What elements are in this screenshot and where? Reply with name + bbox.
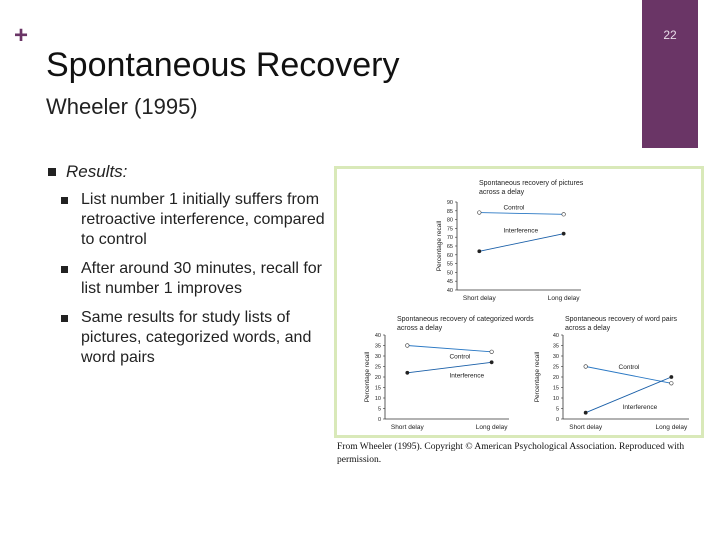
chart-title: Spontaneous recovery of categorized word… [397,316,534,323]
series-label: Control [449,354,471,361]
y-tick-label: 5 [378,407,381,413]
y-axis-label: Percentage recall [534,351,541,402]
x-tick-label: Long delay [655,424,688,431]
series-label: Control [503,204,525,211]
chart-title: across a delay [565,325,611,332]
y-tick-label: 20 [375,375,381,381]
figure-panel: Spontaneous recovery of pictures across a… [334,166,704,438]
data-point [405,370,410,375]
sub-bullet-text: Same results for study lists of pictures… [81,309,312,366]
y-axis-label: Percentage recall [364,351,371,402]
plus-icon: + [14,22,29,49]
y-tick-label: 45 [447,279,453,285]
y-tick-label: 30 [553,354,559,360]
bullet-square-icon [61,197,68,204]
bullet-results: Results: [48,162,328,182]
sub-bullet-item: List number 1 initially suffers from ret… [61,190,328,250]
chart-title: Spontaneous recovery of pictures [479,180,584,187]
y-tick-label: 30 [375,354,381,360]
series-line [407,361,492,374]
y-tick-label: 70 [447,235,453,241]
sub-bullet-text: After around 30 minutes, recall for list… [81,260,323,297]
slide-subtitle: Wheeler (1995) [46,94,198,119]
x-tick-label: Long delay [548,295,581,302]
series-label: Control [619,364,641,371]
y-tick-label: 25 [375,365,381,371]
series-line [585,376,672,414]
data-point [561,212,566,217]
series-line [479,212,564,215]
sub-bullet-item: Same results for study lists of pictures… [61,308,328,368]
bullet-square-icon [48,168,56,176]
series-label: Interference [503,227,538,234]
chart-title: across a delay [479,189,525,196]
x-tick-label: Long delay [476,424,509,431]
y-tick-label: 15 [375,386,381,392]
y-tick-label: 85 [447,209,453,215]
charts-svg: Spontaneous recovery of pictures across a… [364,180,689,431]
bullet-list: Results: List number 1 initially suffers… [48,162,328,377]
x-tick-label: Short delay [569,424,603,431]
data-point [405,343,410,348]
y-axis-label: Percentage recall [436,220,443,271]
y-tick-label: 65 [447,244,453,250]
data-point [561,231,566,236]
figure-caption: From Wheeler (1995). Copyright © America… [337,442,685,465]
y-tick-label: 50 [447,270,453,276]
data-point [489,349,494,354]
data-point [669,381,674,386]
y-tick-label: 90 [447,200,453,206]
y-tick-label: 15 [553,386,559,392]
y-tick-label: 40 [553,333,559,339]
data-point [489,360,494,365]
y-tick-label: 75 [447,226,453,232]
bullet-square-icon [61,315,68,322]
y-tick-label: 35 [375,344,381,350]
x-tick-label: Short delay [391,424,425,431]
y-tick-label: 0 [556,417,559,423]
series-label: Interference [623,404,658,411]
data-point [477,210,482,215]
y-tick-label: 0 [378,417,381,423]
y-tick-label: 80 [447,218,453,224]
sub-bullet-list: List number 1 initially suffers from ret… [61,190,328,368]
data-point [583,410,588,415]
series-line [585,366,672,384]
data-point [477,249,482,254]
y-tick-label: 40 [447,288,453,294]
series-label: Interference [449,373,484,380]
y-tick-label: 5 [556,407,559,413]
sub-bullet-text: List number 1 initially suffers from ret… [81,191,325,248]
bullet-square-icon [61,266,68,273]
bullet-results-label: Results: [66,162,128,181]
slide-title: Spontaneous Recovery [46,46,400,84]
chart-title: Spontaneous recovery of word pairs [565,316,678,323]
y-tick-label: 35 [553,344,559,350]
y-tick-label: 10 [553,396,559,402]
page-number: 22 [663,28,677,42]
y-tick-label: 25 [553,365,559,371]
y-tick-label: 60 [447,253,453,259]
chart-title: across a delay [397,325,443,332]
series-line [479,233,564,252]
sub-bullet-item: After around 30 minutes, recall for list… [61,259,328,299]
x-tick-label: Short delay [463,295,497,302]
page-number-box: 22 [642,0,698,148]
y-tick-label: 40 [375,333,381,339]
y-tick-label: 10 [375,396,381,402]
series-line [407,345,492,353]
y-tick-label: 55 [447,262,453,268]
data-point [669,375,674,379]
data-point [583,364,588,369]
y-tick-label: 20 [553,375,559,381]
